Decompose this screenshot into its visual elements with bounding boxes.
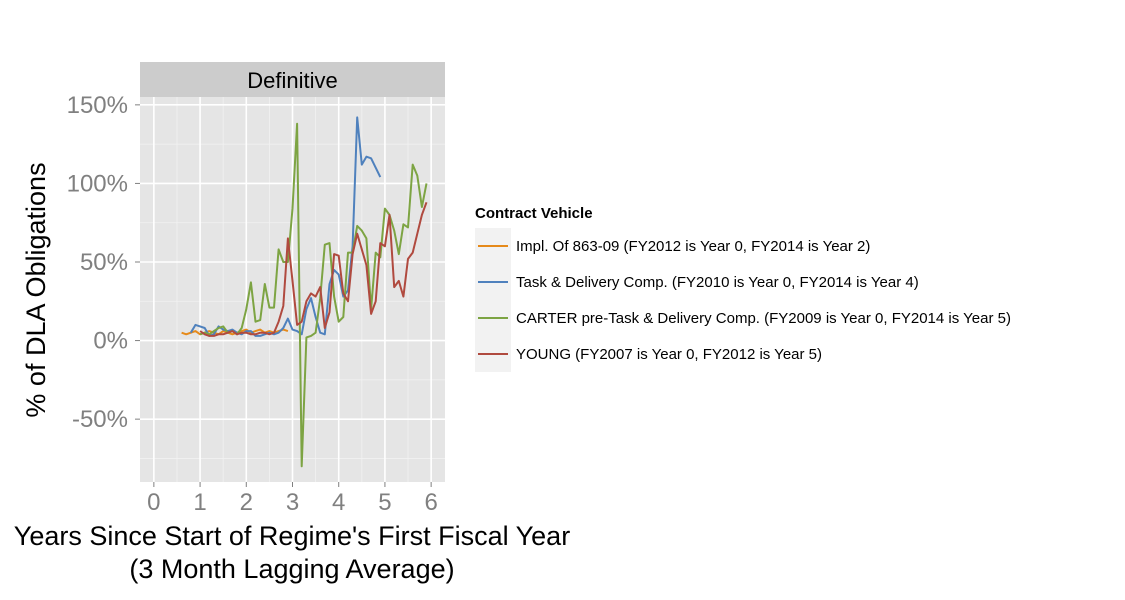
- series-line-3: [199, 201, 428, 337]
- legend: Contract Vehicle Impl. Of 863-09 (FY2012…: [475, 205, 1011, 372]
- x-tick-label: 2: [240, 489, 253, 516]
- y-tick-label: 50%: [80, 249, 128, 276]
- y-tick-label: 150%: [67, 92, 128, 119]
- x-ticks: 0 1 2 3 4 5 6: [147, 482, 438, 516]
- legend-title: Contract Vehicle: [475, 205, 593, 222]
- x-axis-title-line-1: Years Since Start of Regime's First Fisc…: [14, 521, 570, 551]
- y-ticks: -50% 0% 50% 100% 150%: [67, 92, 140, 433]
- y-tick-label: -50%: [72, 406, 128, 433]
- x-tick-label: 4: [332, 489, 345, 516]
- legend-label-3: YOUNG (FY2007 is Year 0, FY2012 is Year …: [516, 346, 822, 363]
- legend-items: Impl. Of 863-09 (FY2012 is Year 0, FY201…: [475, 228, 1011, 372]
- x-tick-label: 1: [193, 489, 206, 516]
- x-tick-label: 3: [286, 489, 299, 516]
- x-tick-label: 6: [424, 489, 437, 516]
- y-axis-title: % of DLA Obligations: [21, 162, 51, 417]
- series-lines: [181, 116, 428, 468]
- x-tick-label: 0: [147, 489, 160, 516]
- strip-label: Definitive: [247, 68, 337, 93]
- strip-background: [140, 62, 445, 97]
- y-tick-label: 0%: [93, 328, 128, 355]
- series-line-1: [189, 116, 382, 337]
- grid-major: [140, 97, 445, 482]
- x-tick-label: 5: [378, 489, 391, 516]
- legend-label-2: CARTER pre-Task & Delivery Comp. (FY2009…: [516, 310, 1011, 327]
- legend-label-0: Impl. Of 863-09 (FY2012 is Year 0, FY201…: [516, 238, 870, 255]
- x-axis-title-line-2: (3 Month Lagging Average): [129, 554, 454, 584]
- y-tick-label: 100%: [67, 170, 128, 197]
- legend-label-1: Task & Delivery Comp. (FY2010 is Year 0,…: [516, 274, 919, 291]
